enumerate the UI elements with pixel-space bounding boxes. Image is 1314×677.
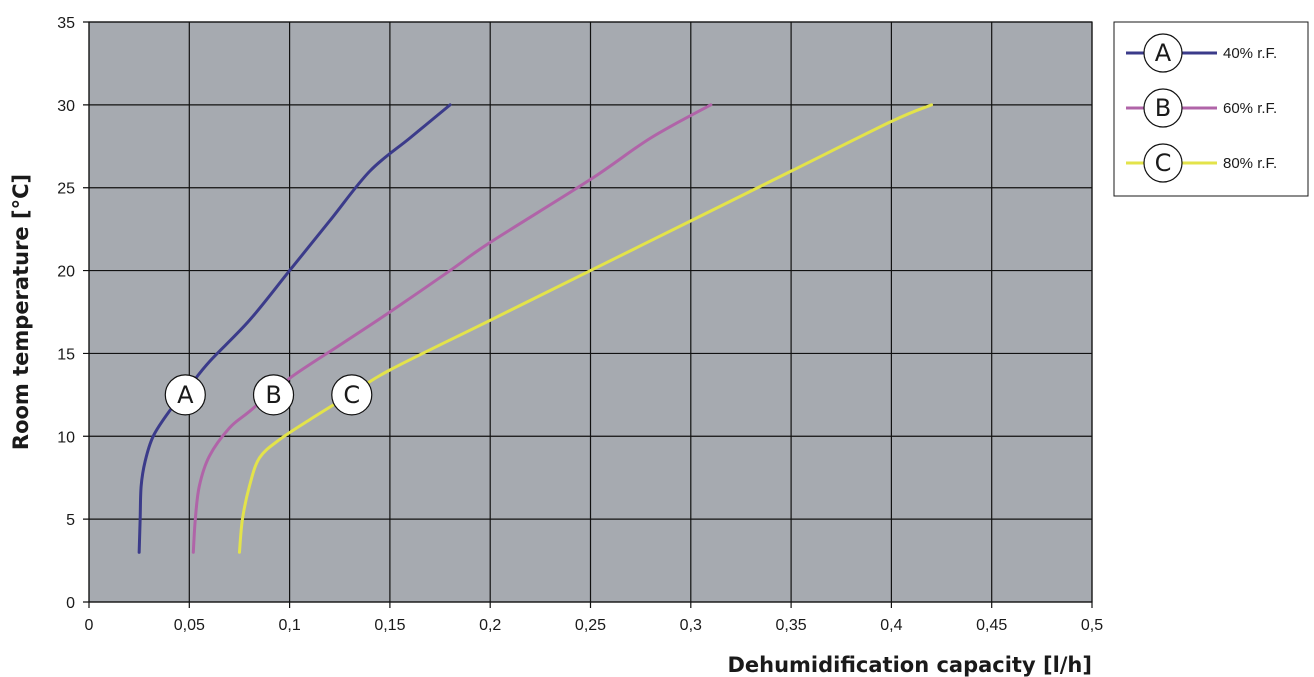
- callout-circle-b: [252, 374, 295, 416]
- y-tick-label: 5: [66, 512, 75, 529]
- x-tick-label: 0,5: [1081, 617, 1103, 634]
- callout-label-a: A: [177, 381, 194, 409]
- legend-marker-label: B: [1155, 94, 1171, 122]
- y-tick-label: 30: [57, 98, 75, 115]
- x-tick-label: 0,25: [575, 617, 606, 634]
- legend-marker-circle: [1143, 33, 1183, 73]
- y-tick-label: 15: [57, 346, 75, 363]
- y-tick-label: 25: [57, 181, 75, 198]
- y-tick-label: 0: [66, 595, 75, 612]
- x-axis-title: Dehumidification capacity [l/h]: [727, 653, 1092, 677]
- x-tick-label: 0: [85, 617, 94, 634]
- x-tick-label: 0,15: [374, 617, 405, 634]
- plot-frame: [88, 21, 1093, 603]
- legend-marker-label: C: [1155, 149, 1172, 177]
- y-tick-label: 20: [57, 264, 75, 281]
- x-tick-label: 0,35: [776, 617, 807, 634]
- callouts: A B C: [164, 374, 373, 416]
- legend-series-label: 40% r.F.: [1223, 45, 1277, 62]
- x-tick-label: 0,05: [174, 617, 205, 634]
- series-line-b: [191, 103, 713, 554]
- legend-marker-label: A: [1155, 39, 1172, 67]
- legend: A 40% r.F. B 60% r.F. C 80% r.F.: [1113, 21, 1309, 197]
- callout-circle-a: [164, 374, 206, 416]
- legend-marker-circle: [1143, 143, 1183, 183]
- y-tick-label: 35: [57, 15, 75, 32]
- callout-label-c: C: [343, 381, 360, 409]
- y-tick-label: 10: [57, 429, 75, 446]
- x-tick-label: 0,45: [976, 617, 1007, 634]
- legend-marker-circle: [1143, 88, 1183, 128]
- series-line-a: [137, 103, 452, 554]
- legend-series-label: 60% r.F.: [1223, 100, 1277, 117]
- y-axis: 0 5 10 15 20 25 30 35: [57, 15, 75, 612]
- grid: [83, 21, 1093, 608]
- callout-circle-c: [331, 374, 373, 416]
- x-tick-label: 0,3: [680, 617, 702, 634]
- series-group: [137, 103, 934, 554]
- y-axis-title: Room temperature [°C]: [9, 174, 33, 450]
- x-tick-label: 0,4: [880, 617, 902, 634]
- legend-series-label: 80% r.F.: [1223, 155, 1277, 172]
- callout-label-b: B: [265, 381, 281, 409]
- x-tick-label: 0,2: [479, 617, 501, 634]
- series-line-c: [237, 103, 934, 554]
- x-axis: 0 0,05 0,1 0,15 0,2 0,25 0,3 0,35 0,4 0,45 0,5: [85, 617, 1104, 634]
- x-tick-label: 0,1: [278, 617, 300, 634]
